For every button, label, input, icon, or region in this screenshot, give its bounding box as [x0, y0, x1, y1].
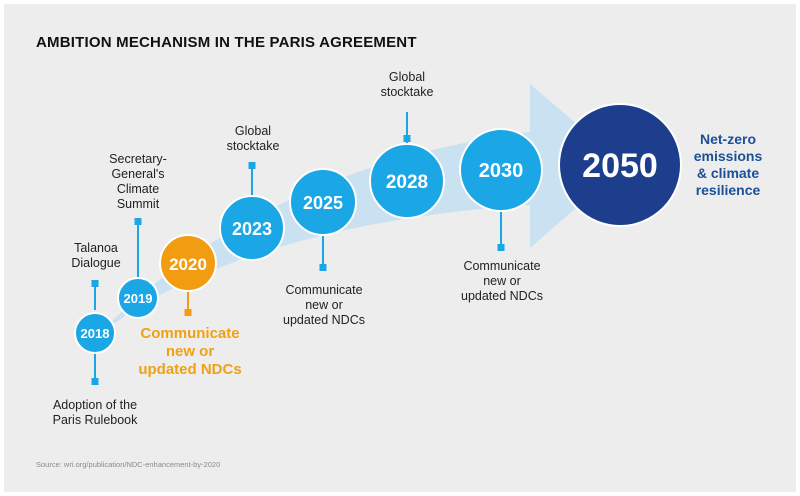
year-2018: 2018: [81, 326, 110, 341]
year-2030: 2030: [479, 160, 524, 182]
stem-end-2023: [248, 162, 256, 169]
label-2028: Global stocktake: [380, 70, 434, 99]
stem-end-summit: [134, 218, 142, 225]
year-2023: 2023: [232, 219, 272, 239]
diagram-background: [4, 4, 796, 492]
circle-2019: [117, 277, 159, 319]
year-2050: 2050: [582, 147, 658, 185]
page-title: AMBITION MECHANISM IN THE PARIS AGREEMEN…: [36, 34, 417, 51]
label-2050: Net-zero emissions & climate resilience: [693, 131, 763, 198]
label-2030: Communicate new or updated NDCs: [461, 259, 543, 303]
circle-2020: [159, 234, 217, 292]
circle-2028: [369, 143, 445, 219]
stem-end-2020: [184, 309, 192, 316]
label-2023: Global stocktake: [226, 124, 280, 153]
stem-end-2030: [497, 244, 505, 251]
label-2025: Communicate new or updated NDCs: [283, 283, 365, 327]
year-2019: 2019: [124, 291, 153, 306]
stem-end-2019-talanoa: [91, 280, 99, 287]
circle-2050: [558, 103, 682, 227]
circle-2030: [459, 128, 543, 212]
circle-2023: [219, 195, 285, 261]
stem-end-2018: [91, 378, 99, 385]
source-note: Source: wri.org/publication/NDC-enhancem…: [36, 460, 221, 469]
year-2025: 2025: [303, 193, 343, 213]
stem-end-2028: [403, 135, 411, 142]
label-2020: Communicate new or updated NDCs: [138, 325, 242, 378]
label-summit: Secretary- General's Climate Summit: [109, 152, 167, 211]
label-2019: Talanoa Dialogue: [71, 241, 121, 270]
label-2018: Adoption of the Paris Rulebook: [52, 398, 138, 427]
year-2028: 2028: [386, 172, 428, 193]
circle-2025: [289, 168, 357, 236]
year-2020: 2020: [169, 255, 207, 274]
stem-end-2025: [319, 264, 327, 271]
circle-2018: [74, 312, 116, 354]
